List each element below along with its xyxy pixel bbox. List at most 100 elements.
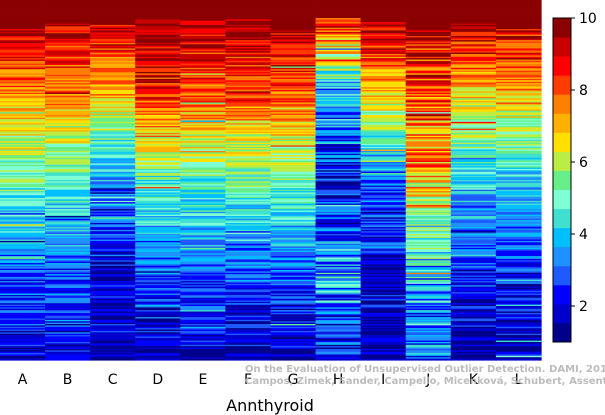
heatmap-cell bbox=[0, 342, 46, 344]
heatmap-cell bbox=[315, 231, 362, 234]
heatmap-cell bbox=[135, 70, 181, 73]
heatmap-cell bbox=[315, 274, 362, 277]
heatmap-cell bbox=[315, 81, 362, 84]
heatmap-cell bbox=[315, 26, 362, 29]
heatmap-cell bbox=[225, 206, 272, 209]
heatmap-cell bbox=[315, 257, 362, 260]
heatmap-cell bbox=[225, 350, 272, 353]
heatmap-cell bbox=[0, 324, 46, 326]
heatmap-cell bbox=[495, 310, 542, 313]
heatmap-cell bbox=[450, 242, 497, 245]
heatmap-cell bbox=[180, 222, 227, 225]
heatmap-cell bbox=[360, 63, 407, 66]
heatmap-cell bbox=[90, 9, 136, 12]
heatmap-cell bbox=[135, 178, 181, 181]
heatmap-cell bbox=[45, 278, 91, 281]
heatmap-cell bbox=[270, 232, 317, 235]
heatmap-cell bbox=[45, 193, 91, 196]
heatmap-cell bbox=[90, 138, 136, 141]
heatmap-cell bbox=[270, 66, 317, 69]
heatmap-cell bbox=[315, 218, 362, 221]
heatmap-cell bbox=[270, 218, 317, 221]
heatmap-cell bbox=[0, 325, 46, 328]
heatmap-cell bbox=[270, 207, 317, 210]
heatmap-cell bbox=[90, 317, 136, 320]
heatmap-cell bbox=[45, 69, 91, 72]
heatmap-cell bbox=[315, 330, 362, 333]
heatmap-cell bbox=[405, 347, 452, 350]
heatmap-cell bbox=[315, 216, 362, 218]
heatmap-cell bbox=[270, 117, 317, 120]
heatmap-cell bbox=[360, 351, 407, 354]
heatmap-cell bbox=[90, 206, 136, 209]
heatmap-cell bbox=[90, 344, 136, 347]
heatmap-cell bbox=[135, 209, 181, 212]
heatmap-cell bbox=[90, 1, 136, 4]
heatmap-cell bbox=[90, 232, 136, 235]
heatmap-cell bbox=[135, 229, 181, 232]
heatmap-cell bbox=[90, 92, 136, 95]
heatmap-cell bbox=[180, 134, 227, 137]
heatmap-cell bbox=[270, 13, 317, 16]
heatmap-cell bbox=[405, 195, 452, 198]
heatmap-cell bbox=[315, 119, 362, 122]
heatmap-cell bbox=[360, 278, 407, 281]
heatmap-cell bbox=[45, 289, 91, 292]
heatmap-cell bbox=[90, 216, 136, 218]
heatmap-cell bbox=[0, 337, 46, 340]
heatmap-cell bbox=[135, 347, 181, 350]
heatmap-cell bbox=[180, 45, 227, 48]
heatmap-cell bbox=[0, 243, 46, 246]
heatmap-cell bbox=[225, 137, 272, 140]
heatmap-cell bbox=[360, 282, 407, 285]
heatmap-cell bbox=[495, 8, 542, 11]
heatmap-cell bbox=[495, 229, 542, 232]
heatmap-cell bbox=[225, 135, 272, 138]
heatmap-cell bbox=[135, 342, 181, 344]
heatmap-cell bbox=[405, 329, 452, 332]
heatmap-cell bbox=[135, 180, 181, 182]
heatmap-cell bbox=[270, 0, 317, 2]
heatmap-cell bbox=[135, 292, 181, 295]
heatmap-cell bbox=[45, 235, 91, 238]
heatmap-cell bbox=[450, 4, 497, 7]
heatmap-cell bbox=[90, 108, 136, 110]
heatmap-cell bbox=[270, 333, 317, 336]
heatmap-cell bbox=[0, 357, 46, 360]
heatmap-cell bbox=[0, 83, 46, 86]
heatmap-cell bbox=[0, 240, 46, 243]
heatmap-cell bbox=[495, 210, 542, 213]
heatmap-cell bbox=[225, 102, 272, 105]
heatmap-cell bbox=[0, 84, 46, 87]
heatmap-cell bbox=[270, 42, 317, 45]
heatmap-cell bbox=[45, 20, 91, 23]
heatmap-cell bbox=[90, 76, 136, 79]
heatmap-cell bbox=[405, 23, 452, 26]
heatmap-cell bbox=[360, 192, 407, 195]
heatmap-cell bbox=[360, 54, 407, 56]
heatmap-cell bbox=[135, 202, 181, 205]
heatmap-cell bbox=[360, 88, 407, 91]
heatmap-cell bbox=[0, 33, 46, 36]
heatmap-cell bbox=[180, 144, 227, 146]
heatmap-cell bbox=[45, 131, 91, 134]
heatmap-cell bbox=[45, 261, 91, 264]
heatmap-cell bbox=[180, 310, 227, 313]
heatmap-cell bbox=[495, 297, 542, 300]
heatmap-cell bbox=[135, 152, 181, 155]
heatmap-cell bbox=[450, 181, 497, 184]
heatmap-cell bbox=[450, 120, 497, 123]
heatmap-cell bbox=[450, 72, 497, 74]
colorbar-segment bbox=[553, 208, 571, 229]
heatmap-cell bbox=[45, 285, 91, 288]
heatmap-cell bbox=[90, 214, 136, 217]
heatmap-cell bbox=[315, 171, 362, 174]
heatmap-cell bbox=[90, 238, 136, 241]
heatmap-cell bbox=[135, 113, 181, 116]
heatmap-cell bbox=[405, 66, 452, 69]
heatmap-cell bbox=[90, 41, 136, 44]
heatmap-cell bbox=[90, 155, 136, 158]
heatmap-cell bbox=[90, 243, 136, 246]
heatmap-cell bbox=[495, 26, 542, 29]
heatmap-cell bbox=[495, 31, 542, 34]
